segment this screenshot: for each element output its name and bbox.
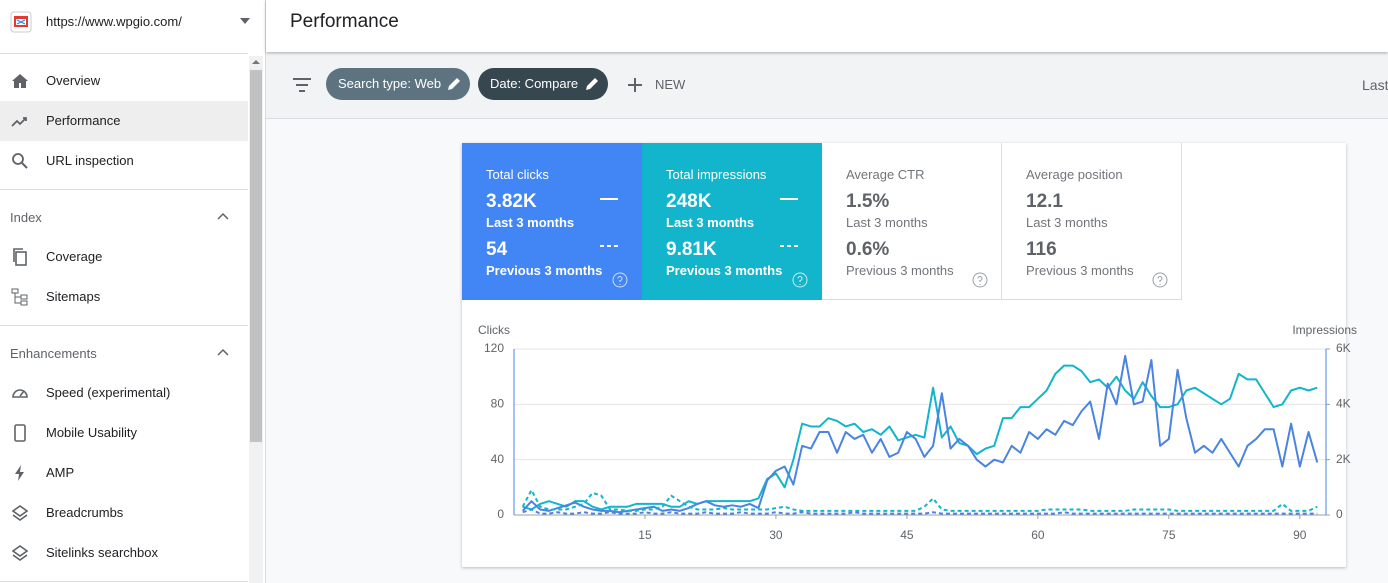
new-button[interactable]: NEW [655,77,686,92]
nav-item[interactable]: Coverage [0,237,248,277]
x-tick-label: 60 [1031,528,1045,542]
nav-item[interactable]: Mobile Usability [0,413,248,453]
header: Performance [266,0,1388,52]
help-icon[interactable] [972,272,988,288]
page-title: Performance [290,11,399,32]
nav-item[interactable]: URL inspection [0,141,248,181]
series-line-previous [522,508,1318,515]
nav-item-selected[interactable]: Performance [0,101,248,141]
property-url[interactable]: https://www.wpgio.com/ [46,14,182,29]
chart: Clicks Impressions 0 40 80 120 0 2K 4K 6K 15 30 45… [478,323,1357,542]
divider [0,53,248,54]
legend-lines [780,198,798,247]
help-icon[interactable] [612,272,628,288]
y2-tick-label: 0 [1336,507,1343,521]
y-tick-label: 80 [491,397,505,411]
scrollbar-thumb[interactable] [250,70,262,442]
y-axis-title: Clicks [478,323,510,337]
y2-tick-label: 6K [1336,341,1351,355]
scroll-up[interactable] [252,59,260,65]
metric-card[interactable]: Average CTR 1.5% Last 3 months 0.6% Previou… [822,143,1002,300]
x-tick-label: 45 [900,528,914,542]
divider [0,325,248,326]
y-tick-label: 40 [491,452,505,466]
metric-card[interactable]: Total impressions 248K Last 3 months 9.81K… [642,143,822,300]
toolbar: Search type: Web Date: Compare NEW Last [266,52,1388,119]
legend-lines [600,198,618,247]
filter-chip[interactable]: Date: Compare [478,68,608,100]
help-icon[interactable] [1152,272,1168,288]
x-tick-label: 75 [1162,528,1176,542]
filter-icon[interactable] [292,77,312,93]
nav-item[interactable]: AMP [0,453,248,493]
nav-item[interactable]: Sitemaps [0,277,248,317]
collapse-icon[interactable] [217,212,229,220]
nav-item[interactable]: Speed (experimental) [0,373,248,413]
x-tick-label: 15 [638,528,652,542]
series-line-previous [521,489,1318,512]
collapse-icon[interactable] [217,348,229,356]
dropdown-arrow[interactable] [239,17,251,25]
y-tick-label: 120 [484,341,504,355]
nav-item[interactable]: Sitelinks searchbox [0,533,248,573]
metric-card[interactable]: Total clicks 3.82K Last 3 months 54 Previou… [462,143,642,300]
filter-chip[interactable]: Search type: Web [326,68,470,100]
divider [0,189,248,190]
nav-item[interactable]: Breadcrumbs [0,493,248,533]
series-line [522,364,1318,511]
y2-axis-title: Impressions [1292,323,1357,337]
date-range[interactable]: Last [1362,77,1388,93]
section-title: Enhancements [10,346,97,361]
add-icon[interactable] [627,77,643,93]
help-icon[interactable] [792,272,808,288]
x-tick-label: 90 [1293,528,1307,542]
property-icon [10,11,32,33]
sidebar: https://www.wpgio.com/ Overview Performa… [0,0,266,583]
y-tick-label: 0 [497,507,504,521]
metric-card[interactable]: Average position 12.1 Last 3 months 116 Pre… [1002,143,1182,300]
y2-tick-label: 4K [1336,397,1351,411]
section-title: Index [10,210,42,225]
series-line [521,354,1319,514]
y2-tick-label: 2K [1336,452,1351,466]
nav-item[interactable]: Overview [0,61,248,101]
x-tick-label: 30 [769,528,783,542]
divider [0,581,248,582]
